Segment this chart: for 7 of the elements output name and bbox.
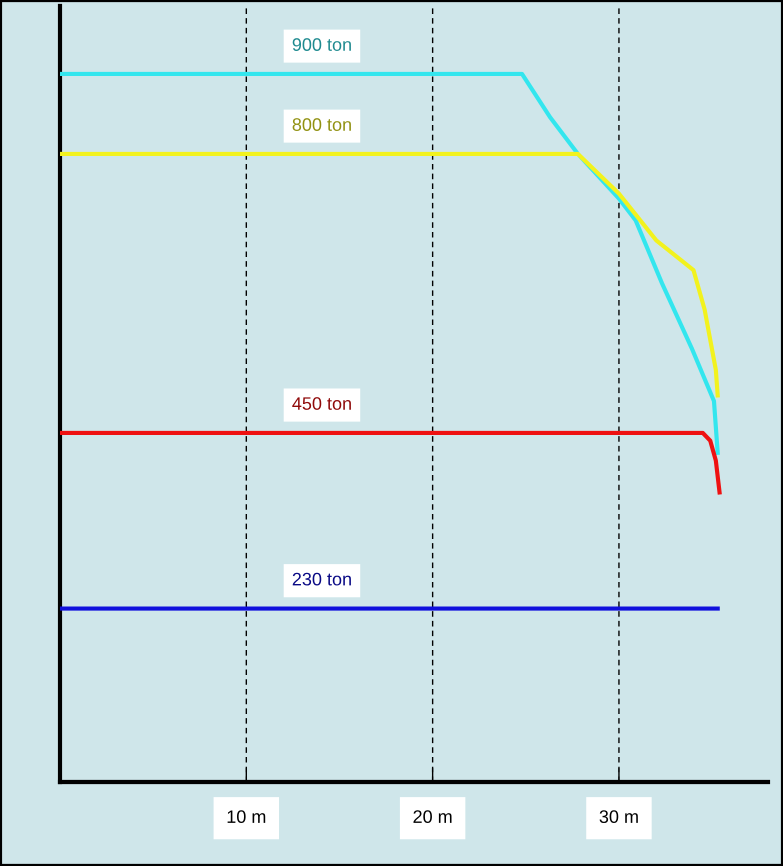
x-tick-label: 10 m xyxy=(228,810,266,824)
series-label: 900 ton xyxy=(292,38,351,51)
series-label: 230 ton xyxy=(292,572,351,586)
x-tick-label: 30 m xyxy=(600,810,638,824)
series-label: 450 ton xyxy=(292,397,351,410)
series-label: 800 ton xyxy=(292,118,351,131)
x-tick-label: 20 m xyxy=(413,810,452,824)
